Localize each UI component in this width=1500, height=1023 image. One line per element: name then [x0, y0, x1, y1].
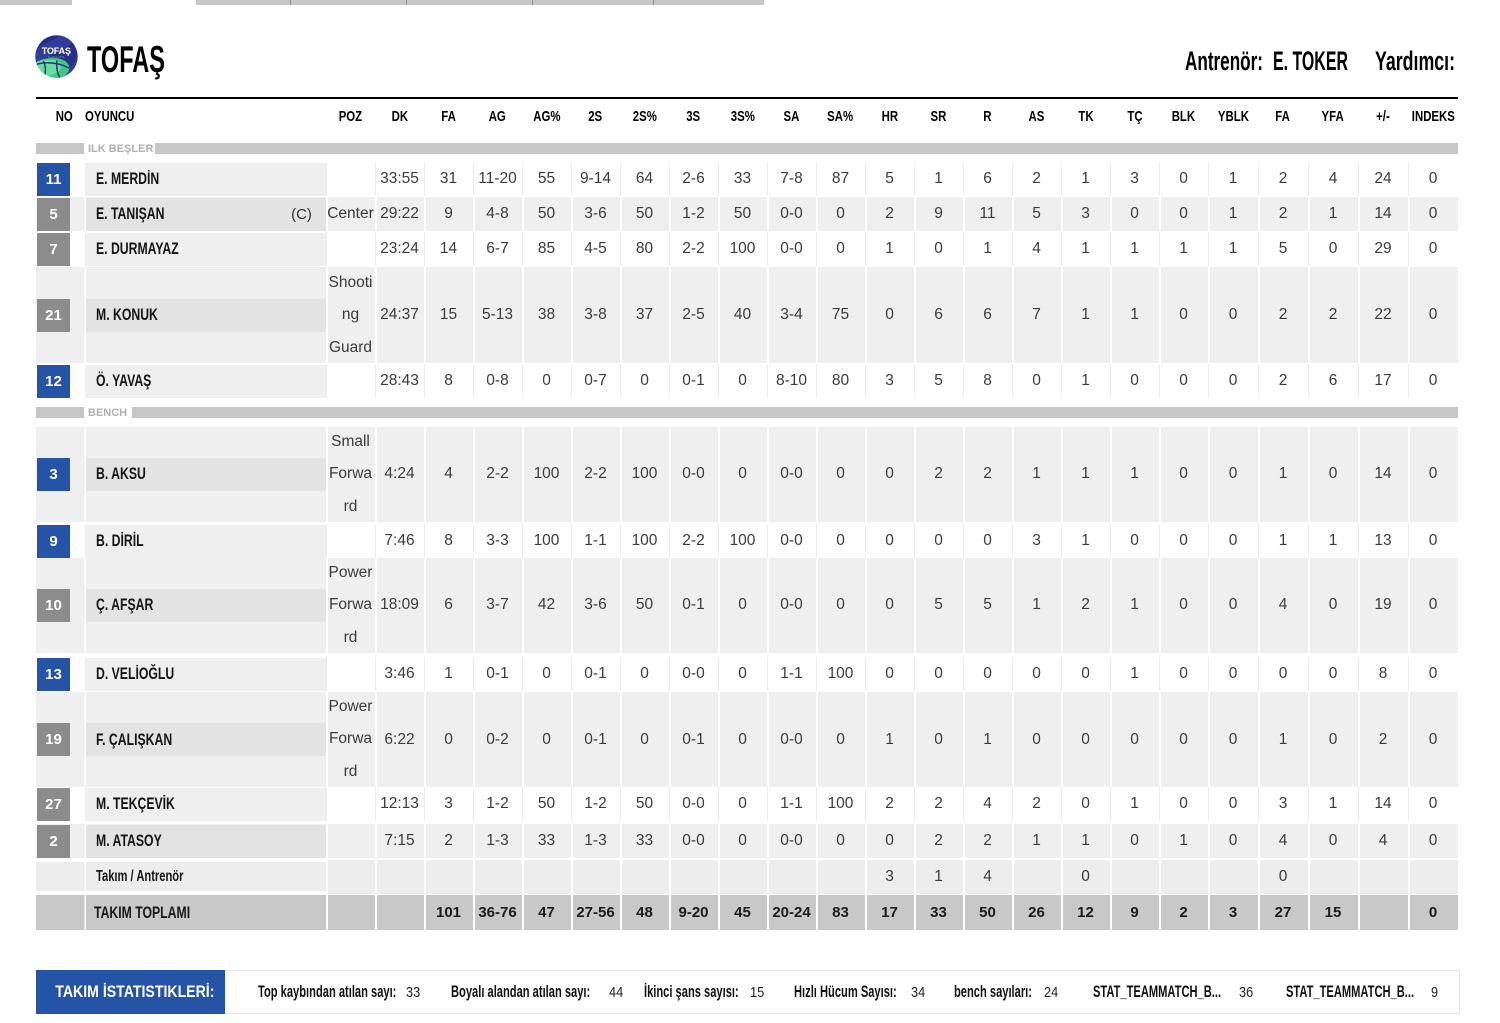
svg-text:TOFAŞ: TOFAŞ: [42, 46, 71, 56]
svg-text:BURSA 1974: BURSA 1974: [48, 55, 65, 59]
